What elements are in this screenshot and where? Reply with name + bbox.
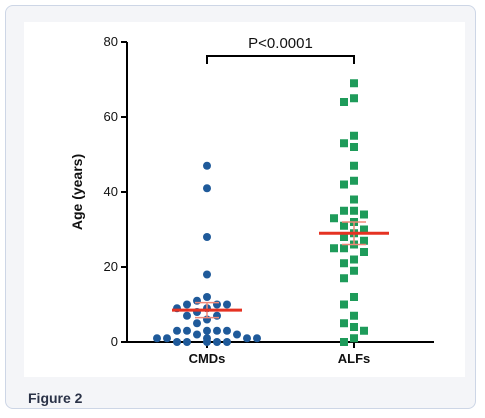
data-point-cmds — [213, 326, 221, 335]
data-point-cmds — [183, 300, 191, 309]
y-tick-label: 80 — [104, 34, 118, 49]
data-point-alfs — [350, 334, 358, 343]
data-point-alfs — [360, 210, 368, 219]
data-point-alfs — [340, 319, 348, 328]
data-point-alfs — [350, 311, 358, 320]
x-tick-label: ALFs — [338, 351, 371, 366]
data-point-cmds — [153, 334, 161, 343]
y-tick-label: 0 — [111, 334, 118, 349]
data-point-cmds — [213, 338, 221, 346]
data-point-cmds — [233, 330, 241, 339]
data-point-alfs — [340, 274, 348, 283]
y-tick-label: 40 — [104, 184, 118, 199]
data-point-alfs — [350, 131, 358, 140]
data-point-cmds — [203, 184, 211, 193]
data-point-cmds — [203, 270, 211, 279]
data-point-alfs — [350, 293, 358, 301]
data-point-alfs — [330, 244, 338, 253]
data-point-cmds — [173, 338, 181, 346]
data-point-alfs — [340, 206, 348, 215]
x-tick-label: CMDs — [189, 351, 226, 366]
dot-plot: 0 20 40 60 80 Age (years) CMDs ALFs P<0.0001 — [69, 34, 434, 366]
data-point-cmds — [193, 330, 201, 339]
data-point-alfs — [340, 221, 348, 230]
data-point-cmds — [213, 300, 221, 309]
data-point-cmds — [193, 319, 201, 328]
data-point-alfs — [350, 266, 358, 275]
data-point-alfs — [350, 161, 358, 170]
data-point-alfs — [360, 225, 368, 234]
data-point-alfs — [340, 244, 348, 253]
data-point-cmds — [253, 334, 261, 343]
data-point-alfs — [350, 79, 358, 88]
data-point-alfs — [330, 214, 338, 223]
data-point-alfs — [360, 326, 368, 335]
data-point-alfs — [350, 323, 358, 331]
data-point-cmds — [173, 326, 181, 335]
significance-bracket — [206, 55, 355, 64]
figure-card: 0 20 40 60 80 Age (years) CMDs ALFs P<0.0001 Fig… — [5, 5, 476, 409]
data-point-cmds — [163, 334, 171, 343]
data-point-cmds — [203, 326, 211, 335]
y-tick-label: 20 — [104, 259, 118, 274]
data-point-cmds — [183, 326, 191, 335]
data-point-cmds — [213, 311, 221, 320]
data-point-alfs — [360, 236, 368, 245]
significance-annotation: P<0.0001 — [248, 35, 313, 52]
data-point-cmds — [203, 338, 211, 346]
data-point-alfs — [340, 300, 348, 309]
data-point-cmds — [183, 338, 191, 346]
data-point-alfs — [350, 255, 358, 264]
data-point-alfs — [350, 195, 358, 204]
data-point-cmds — [203, 233, 211, 241]
data-point-cmds — [203, 293, 211, 301]
figure-caption: Figure 2 — [28, 390, 83, 406]
data-point-cmds — [193, 296, 201, 305]
data-point-alfs — [340, 180, 348, 189]
data-point-alfs — [350, 94, 358, 103]
y-tick-label: 60 — [104, 109, 118, 124]
data-point-cmds — [183, 311, 191, 320]
data-point-alfs — [350, 206, 358, 215]
data-point-cmds — [223, 338, 231, 346]
y-axis-label: Age (years) — [69, 154, 85, 230]
data-point-alfs — [340, 259, 348, 268]
data-point-alfs — [340, 338, 348, 346]
data-point-alfs — [340, 233, 348, 241]
chart-area: 0 20 40 60 80 Age (years) CMDs ALFs P<0.0001 — [24, 22, 465, 377]
data-point-alfs — [350, 143, 358, 151]
data-point-cmds — [203, 161, 211, 170]
data-point-alfs — [340, 98, 348, 106]
data-point-cmds — [223, 326, 231, 335]
data-point-alfs — [350, 176, 358, 185]
data-point-cmds — [243, 334, 251, 343]
data-point-cmds — [223, 300, 231, 309]
data-point-alfs — [340, 139, 348, 148]
data-point-alfs — [360, 248, 368, 256]
